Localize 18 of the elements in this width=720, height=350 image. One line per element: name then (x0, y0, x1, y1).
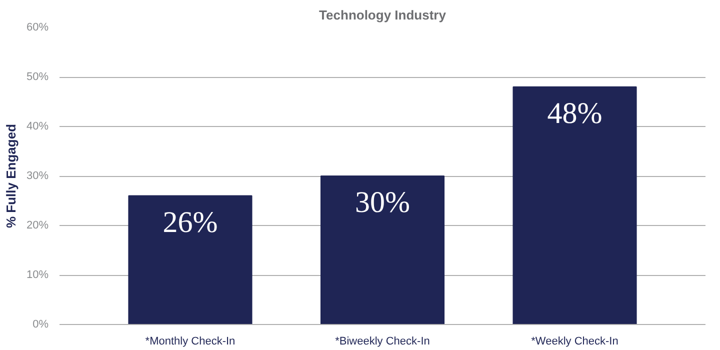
data-label: 26% (162, 206, 218, 239)
y-tick-label: 30% (26, 170, 49, 182)
bar (320, 176, 445, 324)
y-axis-title: % Fully Engaged (3, 124, 18, 228)
x-tick-label: *Weekly Check-In (531, 336, 618, 348)
y-tick-label: 20% (26, 220, 49, 232)
y-tick-label: 60% (26, 22, 49, 34)
x-tick-label: *Monthly Check-In (145, 336, 236, 348)
y-tick-label: 0% (32, 318, 49, 330)
bar (512, 86, 637, 324)
x-tick-label: *Biweekly Check-In (335, 336, 430, 348)
y-tick-label: 50% (26, 71, 49, 83)
y-tick-label: 10% (26, 269, 49, 281)
y-tick-label: 40% (26, 120, 49, 132)
data-label: 30% (355, 186, 410, 219)
bar (128, 195, 252, 324)
chart-title: Technology Industry (319, 8, 447, 22)
data-label: 48% (547, 96, 602, 130)
